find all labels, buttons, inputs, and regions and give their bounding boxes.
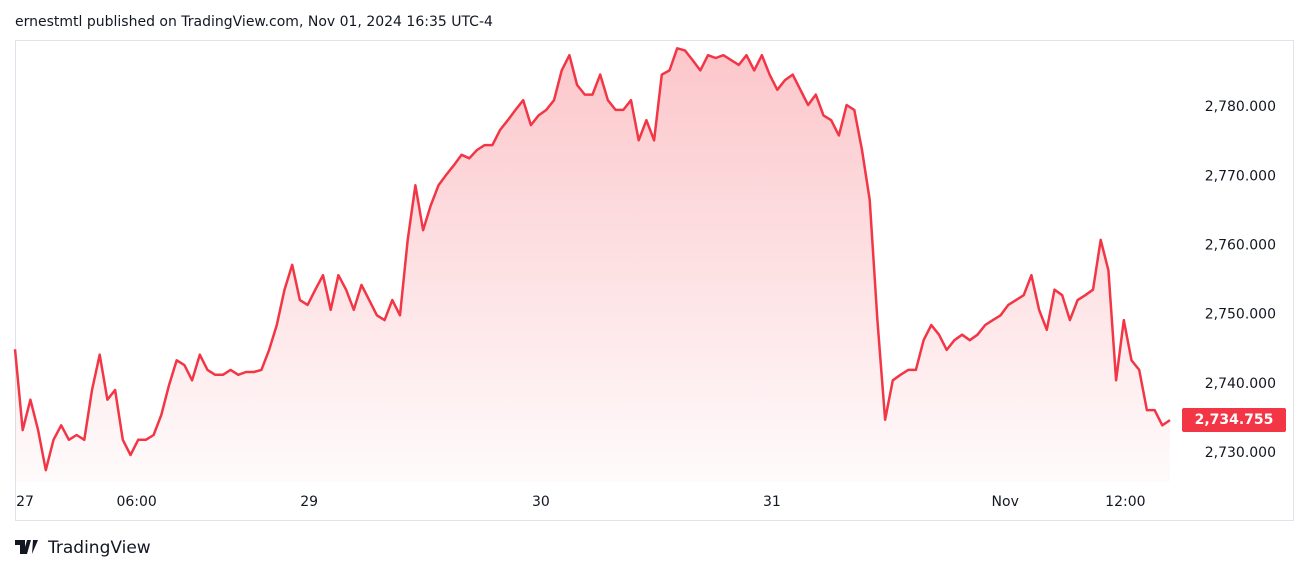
- y-tick-label: 2,780.000: [1205, 99, 1276, 115]
- x-tick-label: 31: [763, 494, 781, 510]
- y-tick-label: 2,770.000: [1205, 168, 1276, 184]
- x-tick-label: 12:00: [1105, 494, 1145, 510]
- y-tick-label: 2,750.000: [1205, 307, 1276, 323]
- x-tick-label: 30: [532, 494, 550, 510]
- x-tick-label: 29: [300, 494, 318, 510]
- header: ernestmtl published on TradingView.com, …: [15, 14, 493, 30]
- y-tick-label: 2,740.000: [1205, 376, 1276, 392]
- last-value-label: 2,734.755: [1195, 412, 1274, 428]
- frame: [15, 40, 1294, 521]
- line: [13, 47, 1171, 472]
- last-value-box: [1182, 408, 1286, 433]
- area: [15, 48, 1170, 483]
- x-tick-label: Nov: [992, 494, 1019, 510]
- x-tick-label: 27: [16, 494, 34, 510]
- y-tick-label: 2,760.000: [1205, 237, 1276, 253]
- brand-logo: [15, 540, 38, 554]
- y-tick-label: 2,730.000: [1205, 445, 1276, 461]
- x-tick-label: 06:00: [116, 494, 156, 510]
- brand: TradingView: [47, 538, 151, 558]
